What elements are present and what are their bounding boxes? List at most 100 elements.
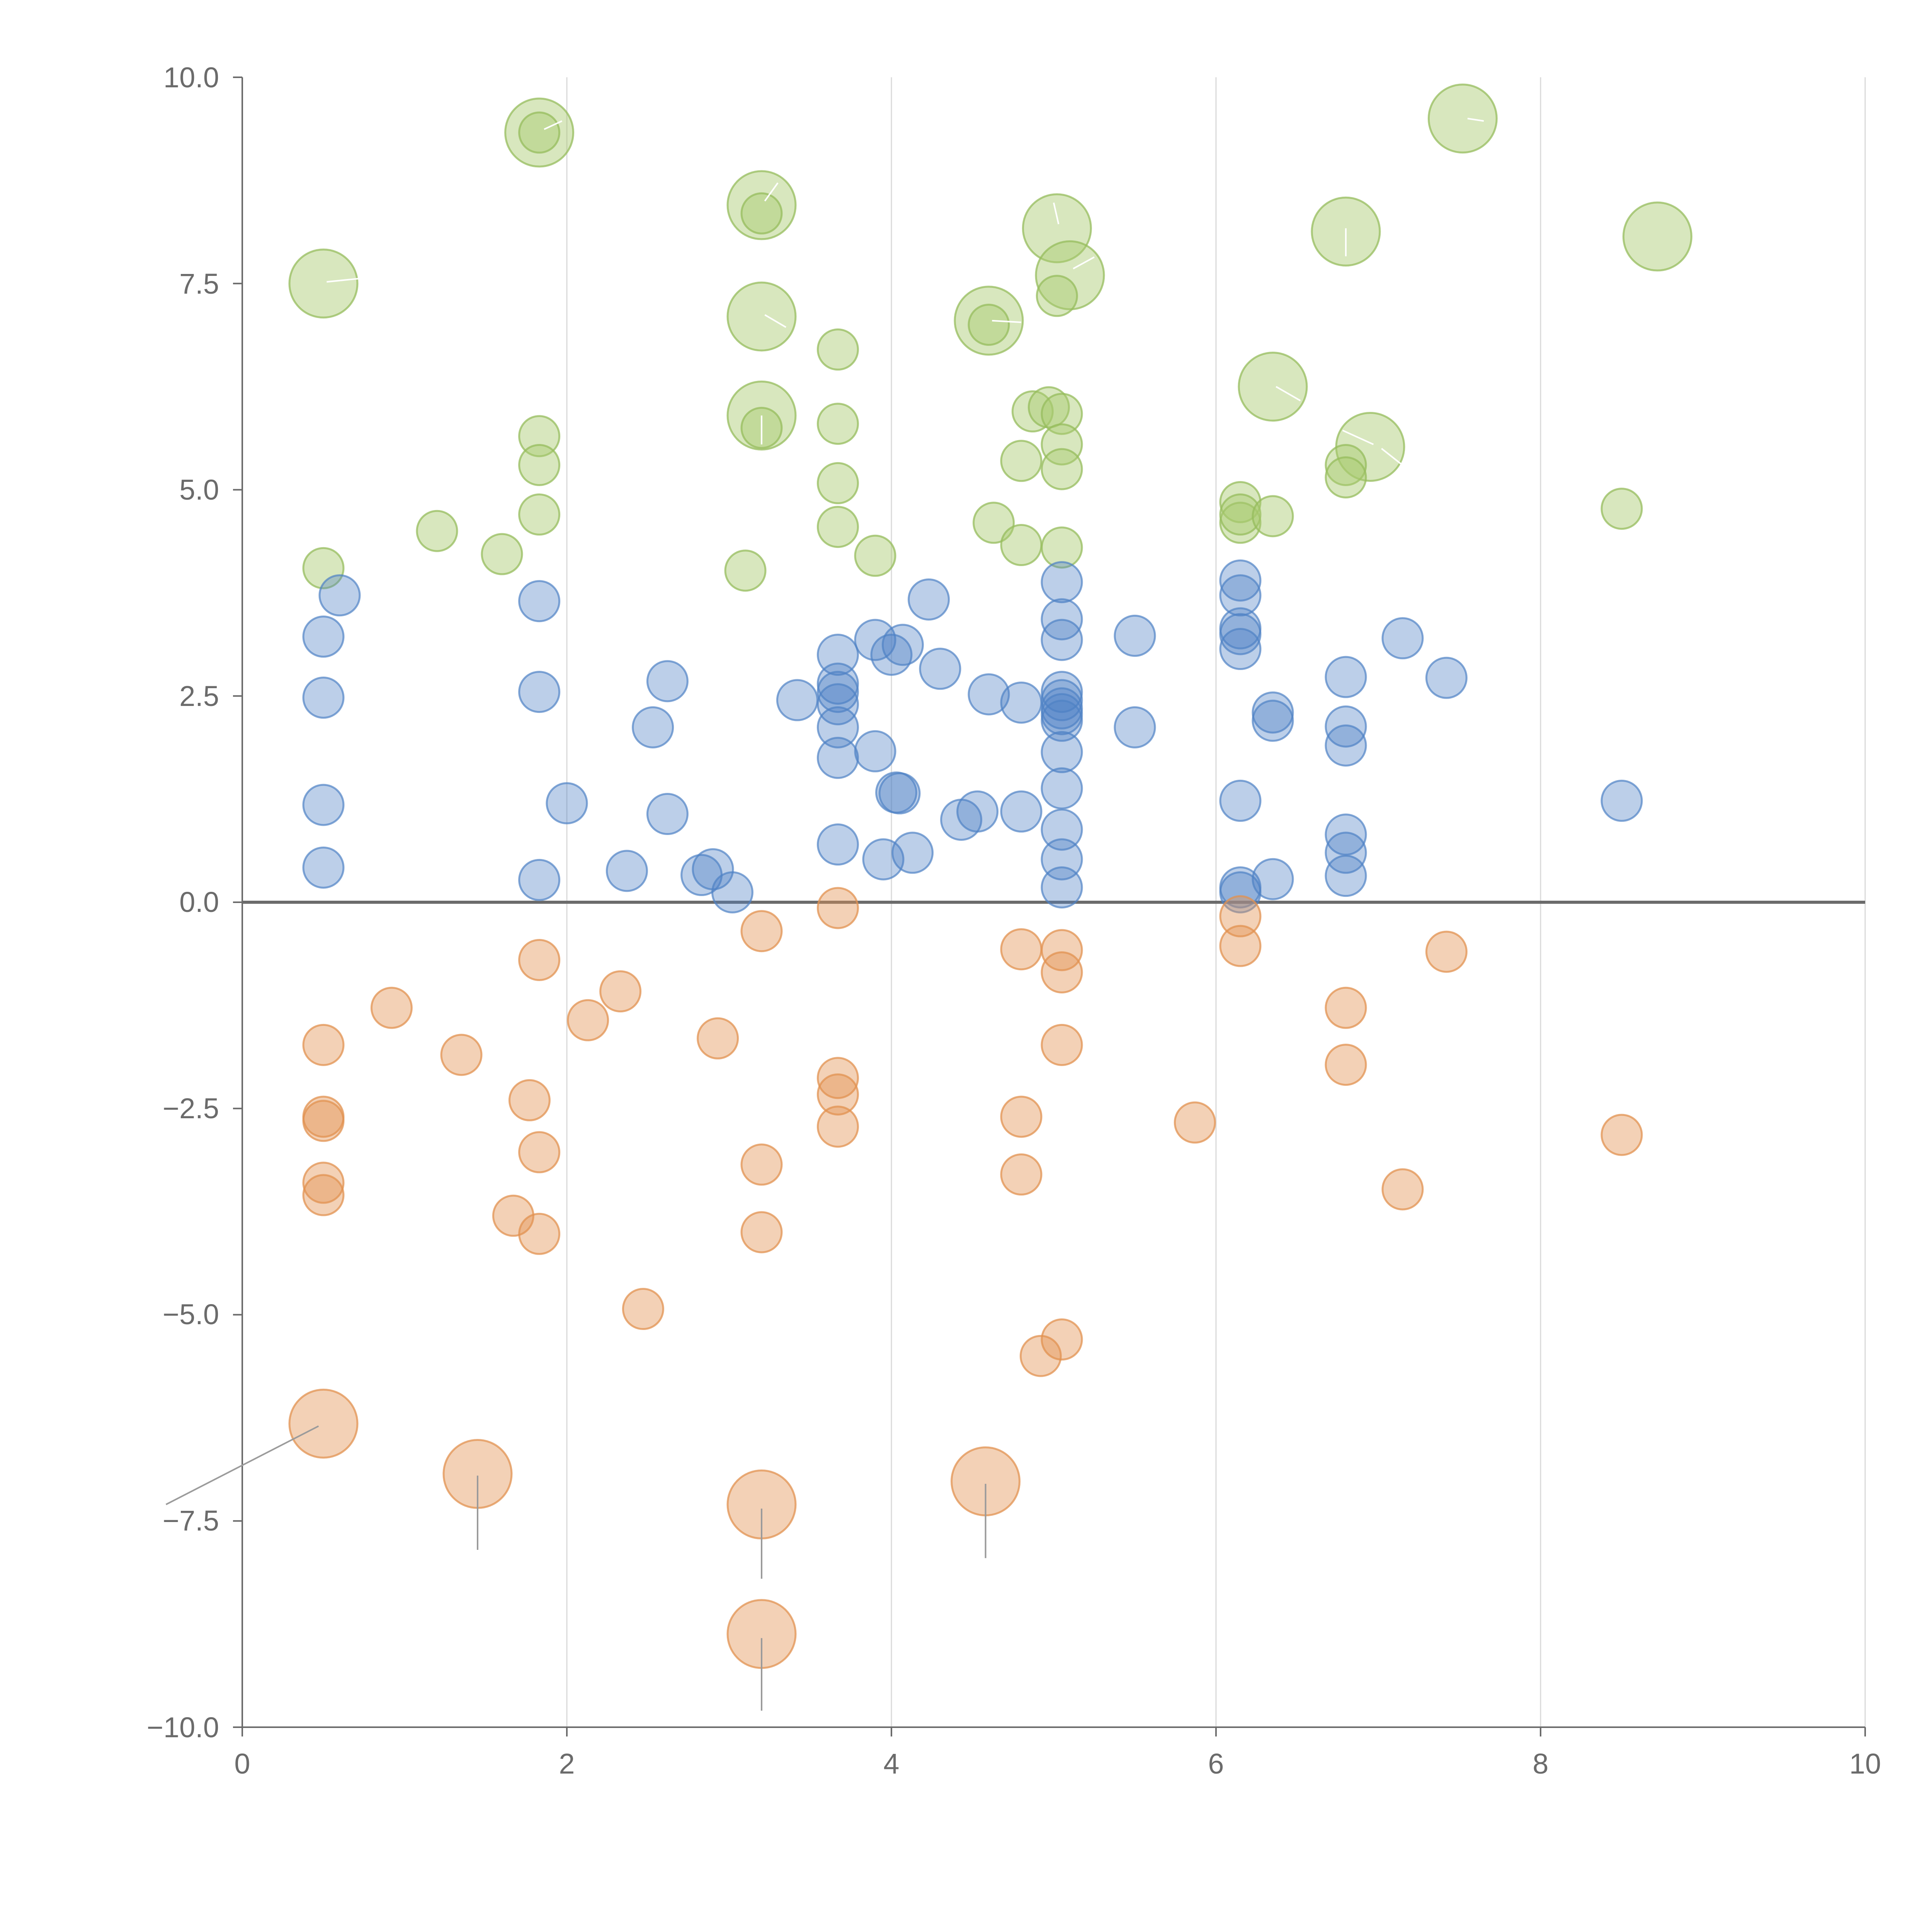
bubbles	[288, 83, 1692, 1669]
orange-bubble	[1000, 928, 1043, 971]
leader-line	[544, 120, 563, 130]
blue-bubble	[1325, 813, 1367, 856]
y-tick-label: −2.5	[163, 1092, 219, 1124]
blue-bubble	[919, 648, 961, 690]
blue-bubble	[1041, 561, 1083, 604]
blue-bubble	[1252, 699, 1294, 742]
blue-bubble	[1041, 699, 1083, 742]
blue-bubble	[302, 846, 345, 889]
green-bubble	[1427, 83, 1498, 154]
blue-bubble	[1325, 832, 1367, 874]
y-tick-label: 10.0	[163, 61, 219, 94]
blue-bubble	[302, 677, 345, 719]
blue-bubble	[1219, 871, 1262, 913]
orange-bubble	[288, 1388, 359, 1459]
leader-line	[992, 320, 1022, 323]
blue-bubble	[1000, 681, 1043, 724]
leader-line	[165, 1425, 319, 1505]
y-tick-label: 2.5	[179, 680, 219, 712]
blue-bubble	[1219, 574, 1262, 617]
green-bubble	[740, 192, 783, 235]
x-tick-label: 6	[1208, 1748, 1224, 1780]
blue-bubble	[854, 619, 896, 661]
orange-bubble	[567, 999, 609, 1041]
blue-bubble	[881, 624, 924, 666]
blue-bubble	[816, 634, 859, 676]
orange-bubble	[518, 939, 561, 981]
orange-bubble	[816, 1105, 859, 1148]
blue-bubble	[1114, 706, 1156, 748]
x-tick-label: 10	[1849, 1748, 1881, 1780]
orange-bubble	[1041, 1318, 1083, 1361]
y-tick-label: 7.5	[179, 268, 219, 300]
leader-line	[764, 182, 779, 202]
blue-bubble	[968, 673, 1010, 716]
green-bubble	[816, 403, 859, 445]
x-tick-label: 4	[883, 1748, 899, 1780]
blue-bubble	[816, 671, 859, 713]
green-bubble	[1622, 201, 1692, 272]
orange-bubble	[1000, 1153, 1043, 1196]
green-bubble	[1600, 488, 1643, 530]
orange-bubble	[816, 887, 859, 929]
leader-line	[1467, 117, 1484, 122]
orange-bubble	[622, 1288, 664, 1330]
leader-line	[1342, 429, 1374, 445]
leader-line	[1276, 386, 1301, 401]
green-bubble	[518, 415, 561, 457]
blue-bubble	[302, 616, 345, 658]
orange-bubble	[740, 1211, 783, 1253]
orange-bubble	[302, 1024, 345, 1066]
orange-bubble	[740, 910, 783, 952]
orange-bubble	[1325, 986, 1367, 1029]
blue-bubble	[646, 660, 689, 702]
leader-line	[1381, 448, 1412, 473]
blue-bubble	[518, 859, 561, 901]
orange-bubble	[1219, 925, 1262, 967]
y-tick-label: −5.0	[163, 1298, 219, 1330]
orange-bubble	[1041, 929, 1083, 971]
blue-bubble	[816, 706, 859, 748]
green-bubble	[1041, 393, 1083, 435]
green-bubble	[1325, 456, 1367, 498]
tick-labels: 0 2 4 6 8 10 10.0 7.5 5.0 2.5 0.0 −2.5 −…	[147, 61, 1881, 1780]
x-tick-label: 2	[559, 1748, 575, 1780]
blue-bubble	[646, 793, 689, 835]
orange-bubble	[518, 1131, 561, 1173]
blue-bubble	[908, 578, 950, 621]
leader-line	[1053, 202, 1060, 224]
blue-bubble	[891, 832, 934, 874]
blue-bubble	[1325, 656, 1367, 698]
green-bubble	[1325, 444, 1367, 486]
blue-bubble	[711, 871, 753, 913]
green-bubble	[816, 506, 859, 548]
orange-bubble	[518, 1213, 561, 1255]
orange-bubble	[1041, 1024, 1083, 1066]
orange-bubble	[1019, 1335, 1062, 1377]
blue-bubble	[546, 782, 588, 825]
orange-bubble	[1041, 951, 1083, 993]
green-bubble	[518, 444, 561, 486]
green-bubble	[973, 502, 1015, 544]
blue-bubble	[1041, 866, 1083, 909]
blue-bubble	[605, 850, 648, 892]
orange-bubble	[302, 1100, 345, 1142]
blue-bubble	[632, 706, 674, 748]
tick-marks	[233, 77, 1866, 1736]
y-tick-label: 5.0	[179, 474, 219, 506]
orange-bubble	[1381, 1168, 1424, 1211]
green-bubble	[1238, 352, 1308, 422]
orange-bubble	[508, 1079, 551, 1121]
green-bubble	[1036, 275, 1078, 317]
green-bubble	[1252, 495, 1294, 537]
orange-bubble	[1000, 1095, 1043, 1138]
blue-bubble	[878, 772, 921, 815]
green-bubble	[302, 547, 345, 589]
blue-bubble	[816, 683, 859, 726]
orange-bubble	[370, 986, 413, 1029]
green-bubble	[854, 534, 896, 577]
green-bubble	[968, 304, 1010, 346]
green-bubble	[1041, 423, 1083, 466]
green-bubble	[1219, 493, 1262, 536]
